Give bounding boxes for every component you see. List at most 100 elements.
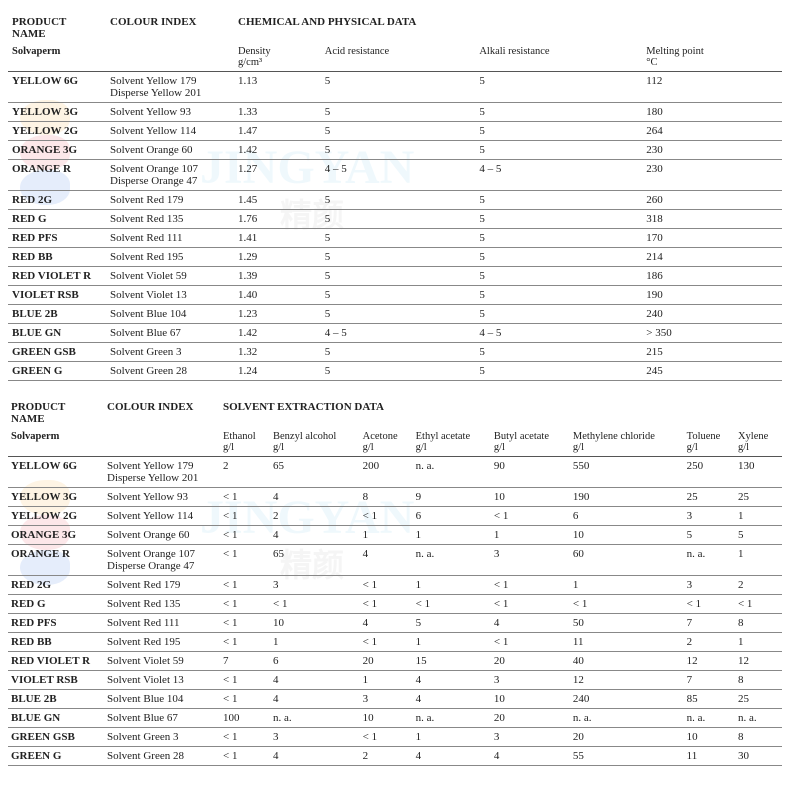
table-row: VIOLET RSBSolvent Violet 131.4055190 [8,286,782,305]
cell-value: 55 [570,747,684,766]
cell-value: 1 [360,671,413,690]
cell-value: n. a. [413,457,491,488]
cell-value: 5 [475,103,642,122]
cell-value: < 1 [491,595,570,614]
cell-value: 190 [570,488,684,507]
cell-colour-index: Solvent Blue 104 [104,690,220,709]
cell-value: 240 [570,690,684,709]
cell-product-name: YELLOW 2G [8,122,106,141]
table-row: RED GSolvent Red 1351.7655318 [8,210,782,229]
cell-value: < 1 [220,595,270,614]
cell-value: 260 [642,191,782,210]
cell-colour-index: Solvent Red 135 [104,595,220,614]
cell-value: n. a. [413,709,491,728]
cell-value: 1 [270,633,360,652]
sub-blank [106,43,234,72]
table-row: RED 2GSolvent Red 1791.4555260 [8,191,782,210]
cell-value: 5 [321,210,476,229]
cell-value: n. a. [270,709,360,728]
cell-product-name: ORANGE R [8,545,104,576]
cell-colour-index: Solvent Red 179 [104,576,220,595]
cell-value: 7 [220,652,270,671]
cell-product-name: VIOLET RSB [8,671,104,690]
cell-colour-index: Solvent Red 111 [104,614,220,633]
hdr-product-name: PRODUCT NAME [8,8,106,43]
cell-value: 1.41 [234,229,321,248]
cell-value: 85 [684,690,735,709]
cell-value: 112 [642,72,782,103]
cell-colour-index: Solvent Violet 59 [104,652,220,671]
cell-value: < 1 [735,595,782,614]
table-row: BLUE 2BSolvent Blue 104< 1434102408525 [8,690,782,709]
cell-value: < 1 [220,507,270,526]
cell-value: n. a. [413,545,491,576]
cell-value: 214 [642,248,782,267]
cell-value: n. a. [735,709,782,728]
cell-value: 245 [642,362,782,381]
cell-colour-index: Solvent Blue 67 [106,324,234,343]
cell-colour-index: Solvent Violet 59 [106,267,234,286]
cell-value: 1.33 [234,103,321,122]
cell-product-name: GREEN GSB [8,728,104,747]
cell-colour-index: Solvent Red 195 [106,248,234,267]
cell-value: 1.40 [234,286,321,305]
cell-value: 5 [475,229,642,248]
cell-value: 6 [413,507,491,526]
cell-value: 8 [360,488,413,507]
cell-value: 1 [735,633,782,652]
table-row: RED BBSolvent Red 1951.2955214 [8,248,782,267]
table-row: RED BBSolvent Red 195< 11< 11< 11121 [8,633,782,652]
col-header: Alkali resistance [475,43,642,72]
cell-value: 5 [475,210,642,229]
cell-product-name: BLUE 2B [8,690,104,709]
cell-colour-index: Solvent Yellow 114 [106,122,234,141]
cell-value: 4 – 5 [475,160,642,191]
cell-value: 12 [735,652,782,671]
cell-colour-index: Solvent Violet 13 [106,286,234,305]
cell-value: < 1 [491,576,570,595]
cell-value: 180 [642,103,782,122]
cell-value: 1 [360,526,413,545]
cell-value: 3 [491,728,570,747]
col-header: Methylene chlorideg/l [570,428,684,457]
cell-value: 10 [491,690,570,709]
cell-value: 4 [413,747,491,766]
cell-value: 12 [684,652,735,671]
cell-value: 3 [270,728,360,747]
table-row: ORANGE RSolvent Orange 107Disperse Orang… [8,545,782,576]
cell-colour-index: Solvent Yellow 179Disperse Yellow 201 [106,72,234,103]
cell-value: 5 [475,362,642,381]
cell-value: < 1 [220,526,270,545]
cell-value: 2 [270,507,360,526]
cell-value: 10 [570,526,684,545]
table-row: RED PFSSolvent Red 1111.4155170 [8,229,782,248]
table-row: VIOLET RSBSolvent Violet 13< 141431278 [8,671,782,690]
cell-value: 65 [270,457,360,488]
cell-product-name: YELLOW 3G [8,488,104,507]
cell-value: 7 [684,671,735,690]
cell-product-name: ORANGE R [8,160,106,191]
cell-value: 4 [270,690,360,709]
col-header: Melting point°C [642,43,782,72]
cell-colour-index: Solvent Red 195 [104,633,220,652]
cell-value: 4 – 5 [475,324,642,343]
cell-value: 5 [475,248,642,267]
cell-value: 230 [642,160,782,191]
cell-value: 50 [570,614,684,633]
cell-value: 8 [735,671,782,690]
cell-value: 1.42 [234,141,321,160]
col-header: Butyl acetateg/l [491,428,570,457]
cell-value: > 350 [642,324,782,343]
hdr-colour-index: COLOUR INDEX [104,393,220,428]
cell-colour-index: Solvent Green 28 [106,362,234,381]
table-row: GREEN GSBSolvent Green 3< 13< 11320108 [8,728,782,747]
cell-value: 5 [321,141,476,160]
table-row: ORANGE RSolvent Orange 107Disperse Orang… [8,160,782,191]
table-row: BLUE 2BSolvent Blue 1041.2355240 [8,305,782,324]
cell-value: < 1 [220,576,270,595]
cell-value: 1.23 [234,305,321,324]
sub-solvaperm: Solvaperm [8,428,104,457]
cell-value: n. a. [684,709,735,728]
cell-colour-index: Solvent Yellow 93 [104,488,220,507]
cell-value: < 1 [360,595,413,614]
